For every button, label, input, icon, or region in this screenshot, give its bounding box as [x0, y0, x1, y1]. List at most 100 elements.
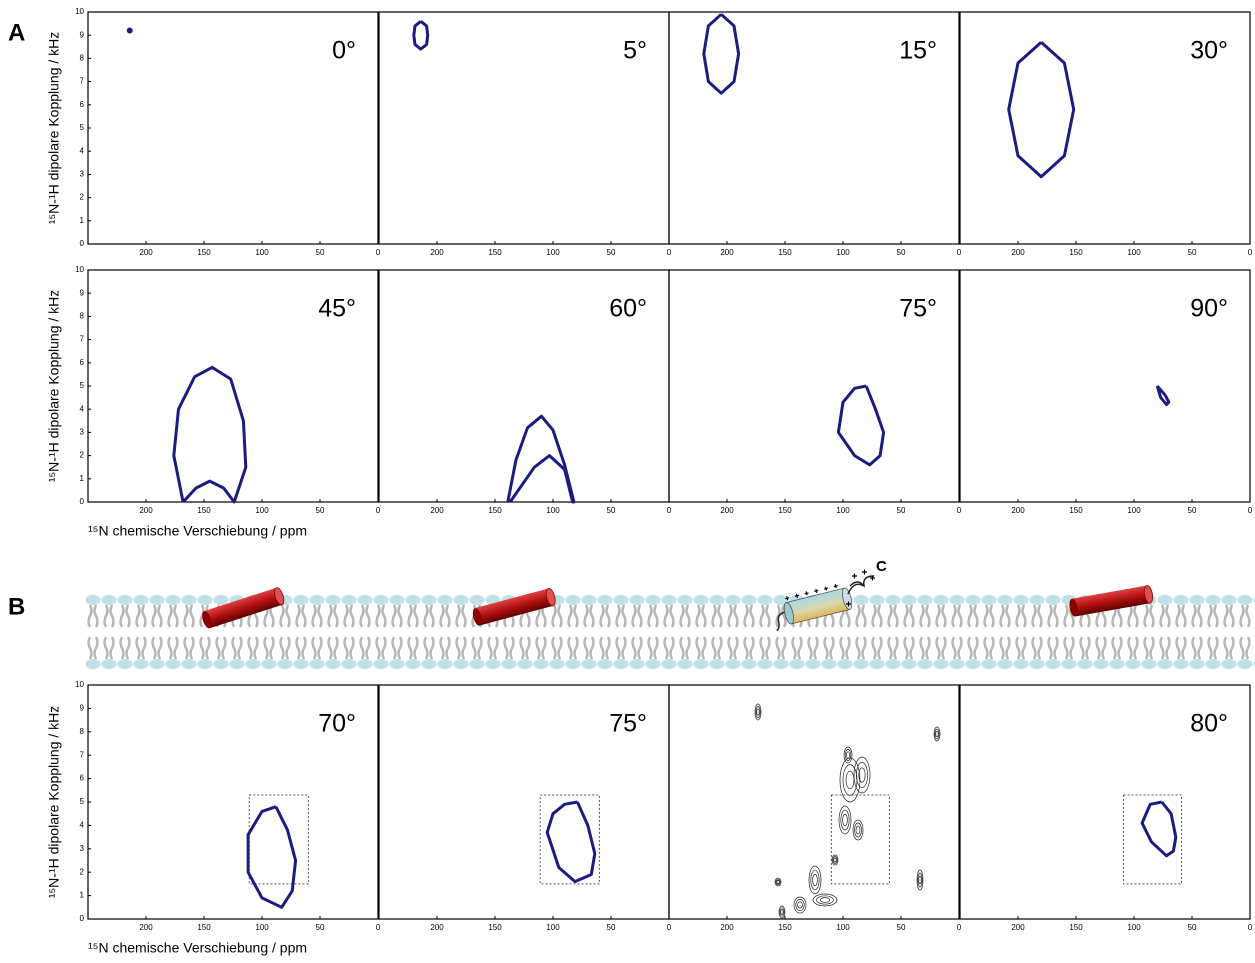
- contour: [844, 749, 852, 761]
- x-tick-label: 50: [1188, 923, 1197, 932]
- curve: [702, 13, 741, 95]
- panel: 200 150 100 50 0 75°: [668, 269, 962, 515]
- x-tick-label: 0: [957, 923, 962, 932]
- x-tick-label: 150: [197, 248, 211, 257]
- contour: [856, 762, 868, 788]
- contour: [812, 874, 818, 886]
- y-tick-label: 3: [80, 428, 85, 437]
- x-tick-label: 0: [667, 248, 672, 257]
- y-tick-label: 8: [80, 312, 85, 321]
- x-tick-label: 100: [546, 248, 560, 257]
- x-tick-label: 100: [1127, 506, 1141, 515]
- x-tick-label: 150: [778, 923, 792, 932]
- y-tick-label: 7: [80, 750, 85, 759]
- y-tick-label: 9: [80, 704, 85, 713]
- angle-label: 90°: [1190, 295, 1228, 323]
- y-tick-label: 6: [80, 774, 85, 783]
- panel: 200 150 100 50 0 60°: [378, 269, 672, 515]
- contour: [916, 869, 924, 891]
- x-tick-label: 150: [488, 506, 502, 515]
- x-tick-label: 0: [376, 506, 381, 515]
- panel: 200 150 100 50 0 0 1 2 3 4 5 6 7 8 9 10 ¹⁵N-¹H dipolare …: [46, 7, 381, 257]
- contour: [853, 756, 871, 794]
- x-axis-label: ¹⁵N chemische Verschiebung / ppm: [88, 940, 307, 956]
- x-tick-label: 200: [720, 923, 734, 932]
- curve: [1007, 41, 1076, 179]
- x-tick-label: 50: [607, 506, 616, 515]
- x-tick-label: 100: [836, 248, 850, 257]
- angle-label: 80°: [1190, 710, 1228, 738]
- x-tick-label: 50: [316, 923, 325, 932]
- angle-label: 60°: [609, 295, 647, 323]
- x-tick-label: 0: [667, 923, 672, 932]
- y-tick-label: 0: [80, 914, 85, 923]
- contour: [838, 805, 852, 835]
- x-tick-label: 150: [197, 923, 211, 932]
- x-tick-label: 200: [139, 248, 153, 257]
- x-tick-label: 200: [430, 923, 444, 932]
- y-tick-label: 8: [80, 727, 85, 736]
- region-box: [539, 794, 600, 885]
- contour: [843, 746, 853, 764]
- x-tick-label: 100: [836, 506, 850, 515]
- x-tick-label: 150: [197, 506, 211, 515]
- y-tick-label: 2: [80, 867, 85, 876]
- y-tick-label: 1: [80, 216, 85, 225]
- panel: 200 150 100 50 0 0 1 2 3 4 5 6 7 8 9 10 ¹⁵N-¹H dipolare …: [46, 265, 381, 539]
- x-tick-label: 200: [430, 248, 444, 257]
- angle-label: 70°: [318, 710, 356, 738]
- plot-frame: [959, 11, 1251, 245]
- x-tick-label: 50: [897, 506, 906, 515]
- x-tick-label: 50: [316, 248, 325, 257]
- contour: [917, 872, 923, 888]
- x-tick-label: 50: [1188, 506, 1197, 515]
- contour: [846, 751, 850, 759]
- region-box: [1123, 794, 1183, 885]
- y-axis-label: ¹⁵N-¹H dipolare Kopplung / kHz: [46, 32, 62, 225]
- contour: [819, 897, 831, 903]
- region-box: [830, 794, 890, 885]
- panel: 200 150 100 50 0 0 1 2 3 4 5 6 7 8 9 10 ¹⁵N-¹H dipolare …: [46, 680, 381, 956]
- contour: [858, 767, 866, 783]
- y-tick-label: 5: [80, 381, 85, 390]
- contour: [831, 854, 839, 866]
- x-tick-label: 200: [1011, 506, 1025, 515]
- y-tick-label: 6: [80, 100, 85, 109]
- plot-frame: [668, 11, 960, 245]
- contour: [842, 764, 858, 796]
- y-tick-label: 10: [75, 265, 84, 274]
- y-tick-label: 5: [80, 123, 85, 132]
- x-tick-label: 100: [1127, 923, 1141, 932]
- contour: [780, 909, 784, 915]
- contour: [854, 822, 862, 838]
- x-tick-label: 50: [607, 248, 616, 257]
- y-tick-label: 0: [80, 239, 85, 248]
- x-tick-label: 100: [546, 506, 560, 515]
- x-tick-label: 100: [1127, 248, 1141, 257]
- y-tick-label: 5: [80, 797, 85, 806]
- panel: 200 150 100 50 0 15°: [668, 11, 962, 257]
- x-tick-label: 150: [488, 923, 502, 932]
- panel: 200 150 100 50 0 90°: [959, 269, 1253, 515]
- y-tick-label: 10: [75, 680, 84, 689]
- x-tick-label: 200: [1011, 923, 1025, 932]
- contour: [808, 865, 822, 895]
- x-tick-label: 0: [1248, 923, 1253, 932]
- curve: [1155, 385, 1171, 407]
- x-tick-label: 50: [1188, 248, 1197, 257]
- y-axis-label: ¹⁵N-¹H dipolare Kopplung / kHz: [46, 706, 62, 899]
- curve: [246, 805, 298, 909]
- plot-frame: [959, 269, 1251, 503]
- contour: [852, 819, 864, 841]
- x-tick-label: 150: [778, 506, 792, 515]
- contour: [755, 706, 761, 718]
- panel: 200 150 100 50 0 30°: [959, 11, 1253, 257]
- x-tick-label: 50: [316, 506, 325, 515]
- x-tick-label: 0: [957, 248, 962, 257]
- plot-frame: [959, 684, 1251, 920]
- contour: [842, 814, 848, 826]
- contour: [918, 875, 922, 885]
- contour: [845, 770, 855, 790]
- y-tick-label: 0: [80, 497, 85, 506]
- curve: [412, 20, 430, 51]
